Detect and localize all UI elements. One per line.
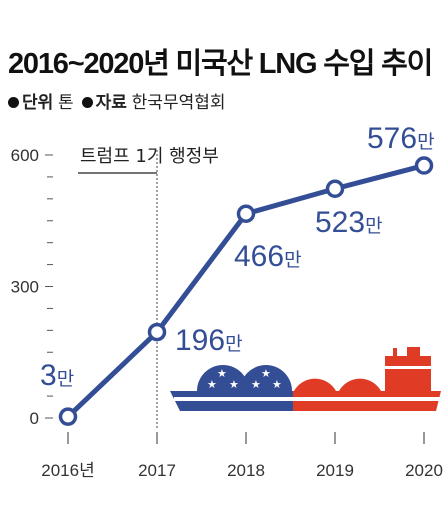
data-label: 466만 bbox=[234, 240, 302, 273]
x-axis: 2016년 2017 2018 2019 2020 bbox=[41, 432, 443, 480]
data-label: 196만 bbox=[175, 324, 243, 357]
unit-value: 톤 bbox=[58, 93, 74, 112]
ship-chimney bbox=[407, 347, 420, 357]
chart-title: 2016~2020년 미국산 LNG 수입 추이 bbox=[8, 48, 433, 80]
data-point bbox=[414, 156, 434, 175]
series-layer bbox=[58, 156, 434, 426]
lng-ship-illustration: ★ ★ ★ ★ ★ ★ bbox=[170, 347, 441, 411]
x-tick-label: 2020 bbox=[405, 461, 443, 480]
y-tick-label: 300 bbox=[11, 278, 39, 297]
ship-tank-base-blue bbox=[199, 384, 291, 392]
ship-mast bbox=[393, 348, 397, 357]
data-point bbox=[58, 407, 78, 426]
data-label: 3만 bbox=[40, 359, 74, 392]
y-tick-label: 0 bbox=[30, 409, 39, 428]
unit-label: 단위 bbox=[22, 93, 54, 112]
y-tick-label: 600 bbox=[11, 146, 39, 165]
x-tick-label: 2018 bbox=[227, 461, 265, 480]
ship-hull-stripe bbox=[174, 397, 440, 401]
star-icon: ★ bbox=[207, 378, 217, 391]
data-label: 523만 bbox=[315, 206, 383, 239]
ship-superstructure bbox=[385, 356, 431, 392]
source-value: 한국무역협회 bbox=[131, 93, 226, 112]
ship-window-band bbox=[385, 366, 431, 369]
star-icon: ★ bbox=[261, 367, 271, 380]
ship-tank-red bbox=[294, 378, 336, 391]
ship-tank-red bbox=[339, 378, 381, 391]
bullet-icon bbox=[8, 97, 19, 108]
y-axis: 0 300 600 bbox=[11, 146, 53, 428]
x-tick-label: 2019 bbox=[316, 461, 354, 480]
x-tick-label: 2017 bbox=[138, 461, 176, 480]
era-annotation: 트럼프 1기 행정부 bbox=[78, 146, 219, 430]
data-point bbox=[325, 179, 345, 199]
star-icon: ★ bbox=[217, 367, 227, 380]
data-label: 576만 bbox=[367, 122, 435, 155]
star-icon: ★ bbox=[229, 378, 239, 391]
star-icon: ★ bbox=[251, 378, 261, 391]
bullet-icon bbox=[81, 97, 93, 108]
era-label: 트럼프 1기 행정부 bbox=[80, 146, 219, 167]
x-tick-label: 2016년 bbox=[41, 461, 94, 480]
data-label-layer: 3만 196만 466만 523만 576만 bbox=[40, 122, 435, 392]
chart-meta: 단위 톤 자료 한국무역협회 bbox=[8, 88, 226, 113]
data-point bbox=[147, 322, 167, 342]
source-label: 자료 bbox=[95, 93, 127, 112]
data-point bbox=[236, 204, 256, 223]
star-icon: ★ bbox=[272, 378, 282, 391]
